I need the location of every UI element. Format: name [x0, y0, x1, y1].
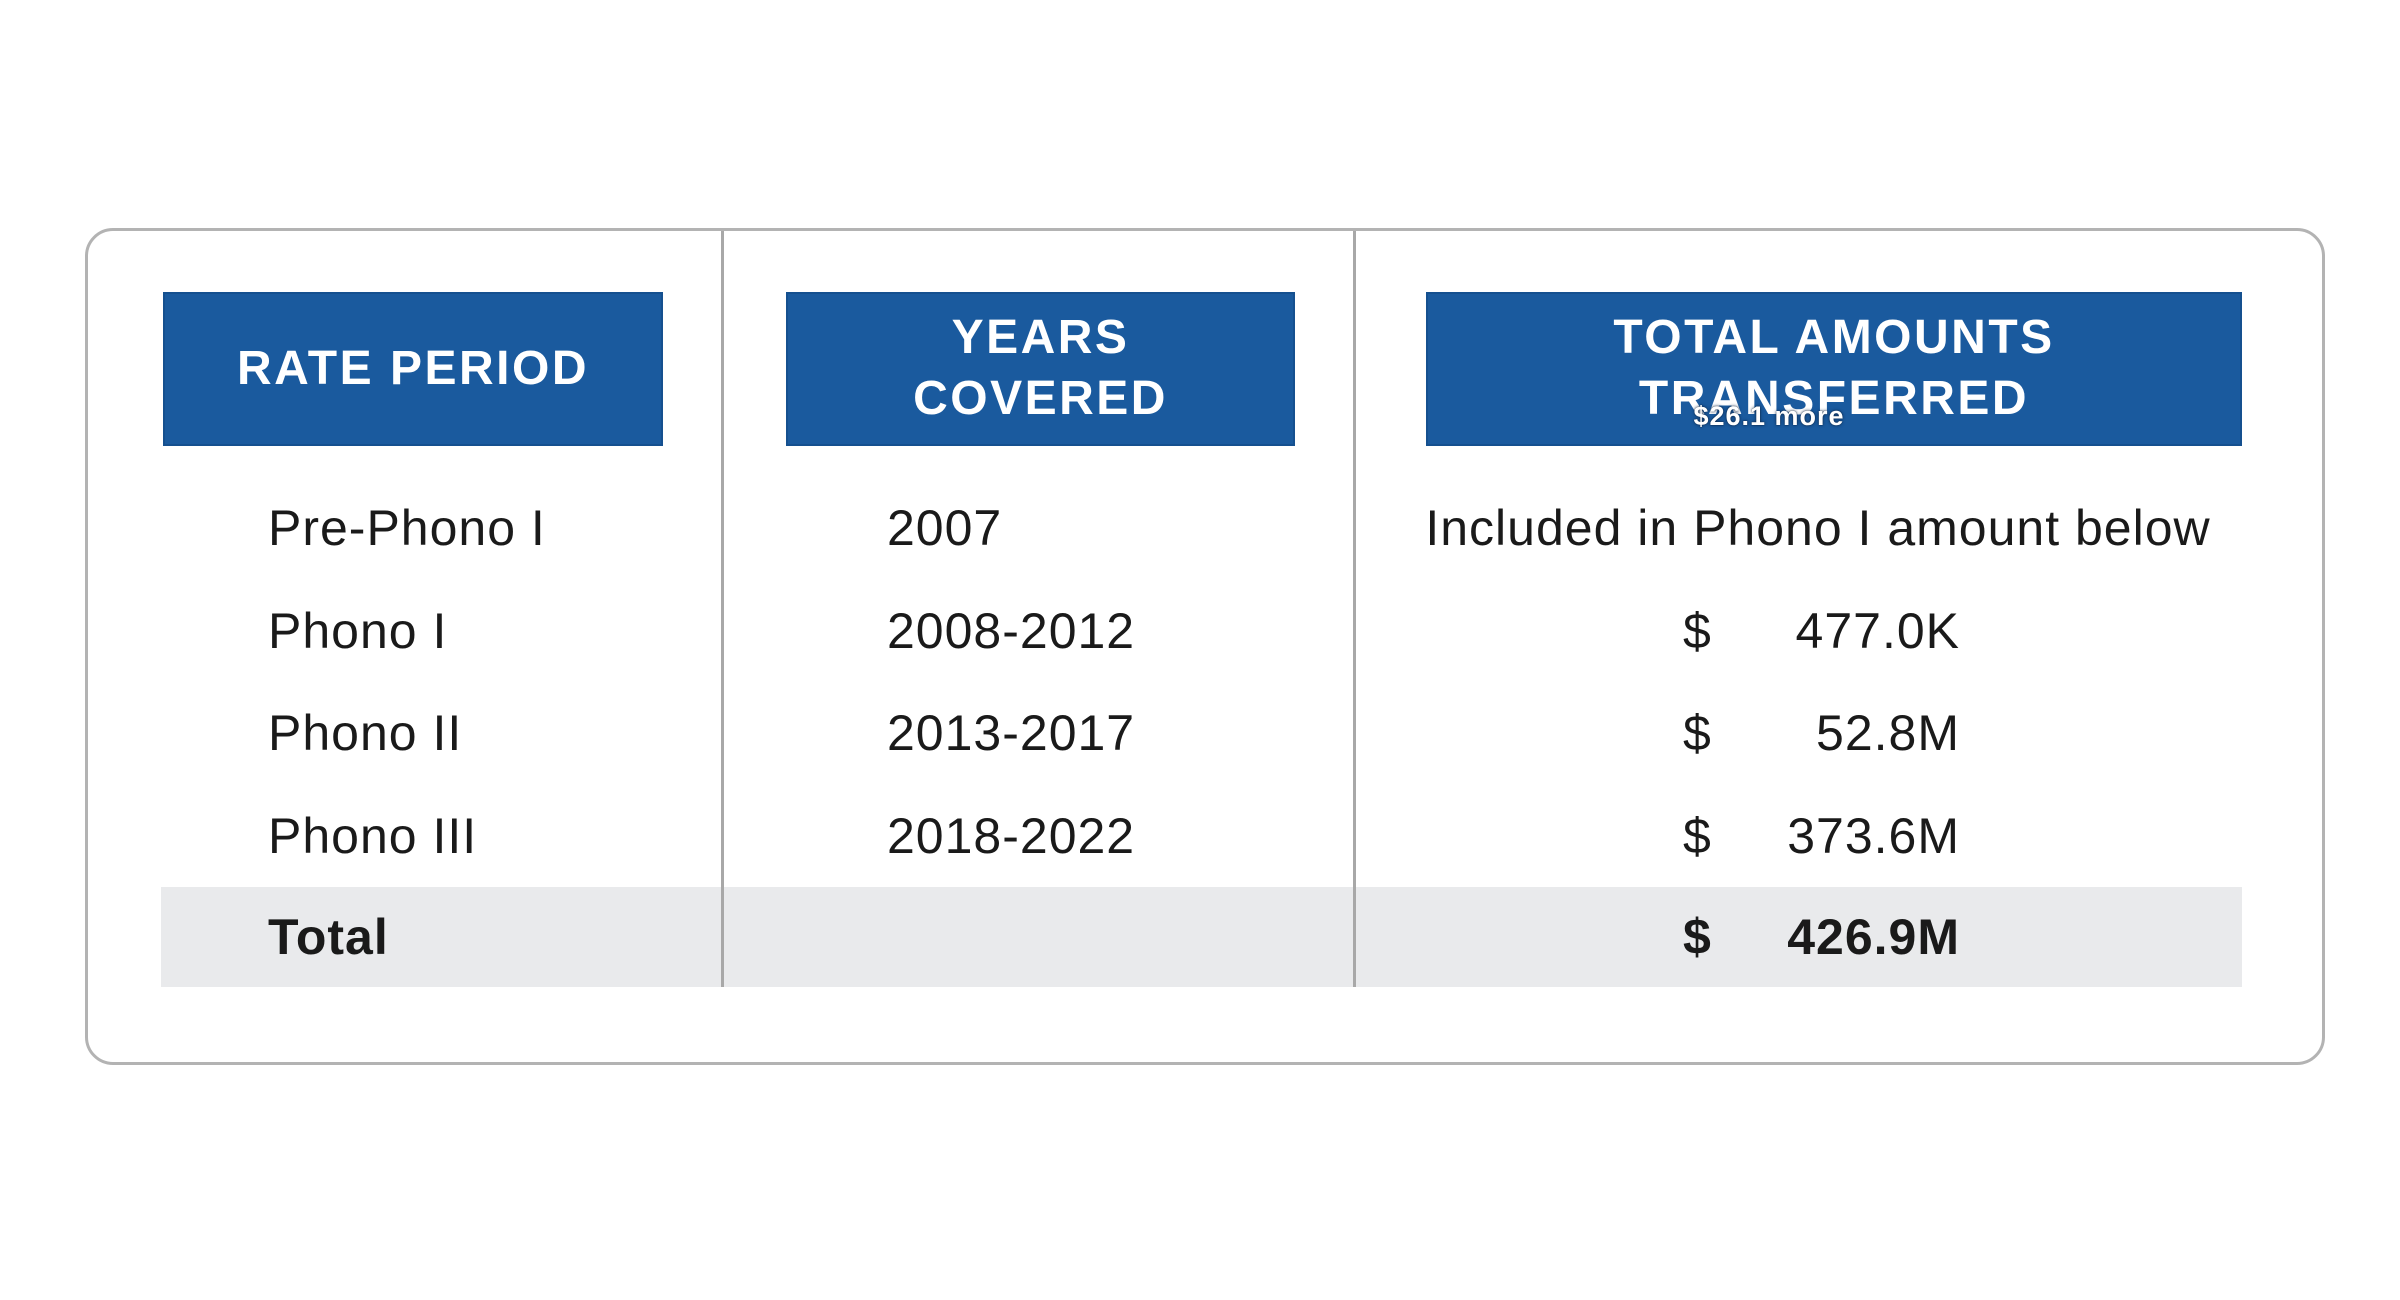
column-header-total-line2: TRANSFERRED	[1638, 372, 2030, 425]
amount-value: 373.6M	[1787, 808, 1960, 864]
table-row: Phono II 2013-2017 $ 52.8M	[88, 682, 2322, 784]
table-row: Phono I 2008-2012 $ 477.0K	[88, 580, 2322, 682]
table-row: Phono III 2018-2022 $ 373.6M	[88, 785, 2322, 887]
currency-symbol: $	[1683, 909, 1712, 965]
years-covered-cell: 2008-2012	[887, 603, 1136, 659]
rate-period-cell: Phono II	[268, 705, 463, 761]
table-row: Pre-Phono I 2007 Included in Phono I amo…	[88, 477, 2322, 579]
total-row-band	[161, 887, 2242, 987]
total-amount-cell: $ 426.9M	[1683, 908, 1960, 966]
column-header-years-line1: YEARS	[951, 311, 1130, 365]
amount-value: 477.0K	[1795, 603, 1960, 659]
amount-cell: $ 477.0K	[1683, 602, 1960, 660]
years-covered-cell: 2007	[887, 500, 1003, 556]
amount-value: 52.8M	[1816, 705, 1960, 761]
total-label: Total	[268, 909, 389, 965]
total-row: Total $ 426.9M	[88, 887, 2322, 987]
column-header-total-line1: TOTAL AMOUNTS	[1613, 311, 2055, 365]
amount-cell: $ 52.8M	[1683, 704, 1960, 762]
rate-period-cell: Phono III	[268, 808, 478, 864]
amount-note-cell: Included in Phono I amount below	[1425, 500, 2211, 556]
currency-symbol: $	[1683, 808, 1712, 864]
rate-period-table-card: RATE PERIOD YEARS COVERED TOTAL AMOUNTS …	[85, 228, 2325, 1065]
column-divider-1	[721, 231, 724, 987]
years-covered-cell: 2013-2017	[887, 705, 1136, 761]
amount-cell: $ 373.6M	[1683, 807, 1960, 865]
rate-period-cell: Phono I	[268, 603, 448, 659]
total-amount-value: 426.9M	[1787, 909, 1960, 965]
rate-period-cell: Pre-Phono I	[268, 500, 546, 556]
currency-symbol: $	[1683, 603, 1712, 659]
years-covered-cell: 2018-2022	[887, 808, 1136, 864]
column-divider-2	[1353, 231, 1356, 987]
currency-symbol: $	[1683, 705, 1712, 761]
column-header-rate-period: RATE PERIOD	[163, 292, 663, 446]
overlay-annotation: $26.1 more	[1693, 401, 1845, 431]
column-header-years-line2: COVERED	[913, 372, 1168, 425]
column-header-years-covered: YEARS COVERED	[786, 292, 1295, 446]
column-header-rate-period-label: RATE PERIOD	[237, 341, 589, 395]
column-header-total-amounts: TOTAL AMOUNTS TRANSFERRED $26.1 more	[1426, 292, 2242, 446]
